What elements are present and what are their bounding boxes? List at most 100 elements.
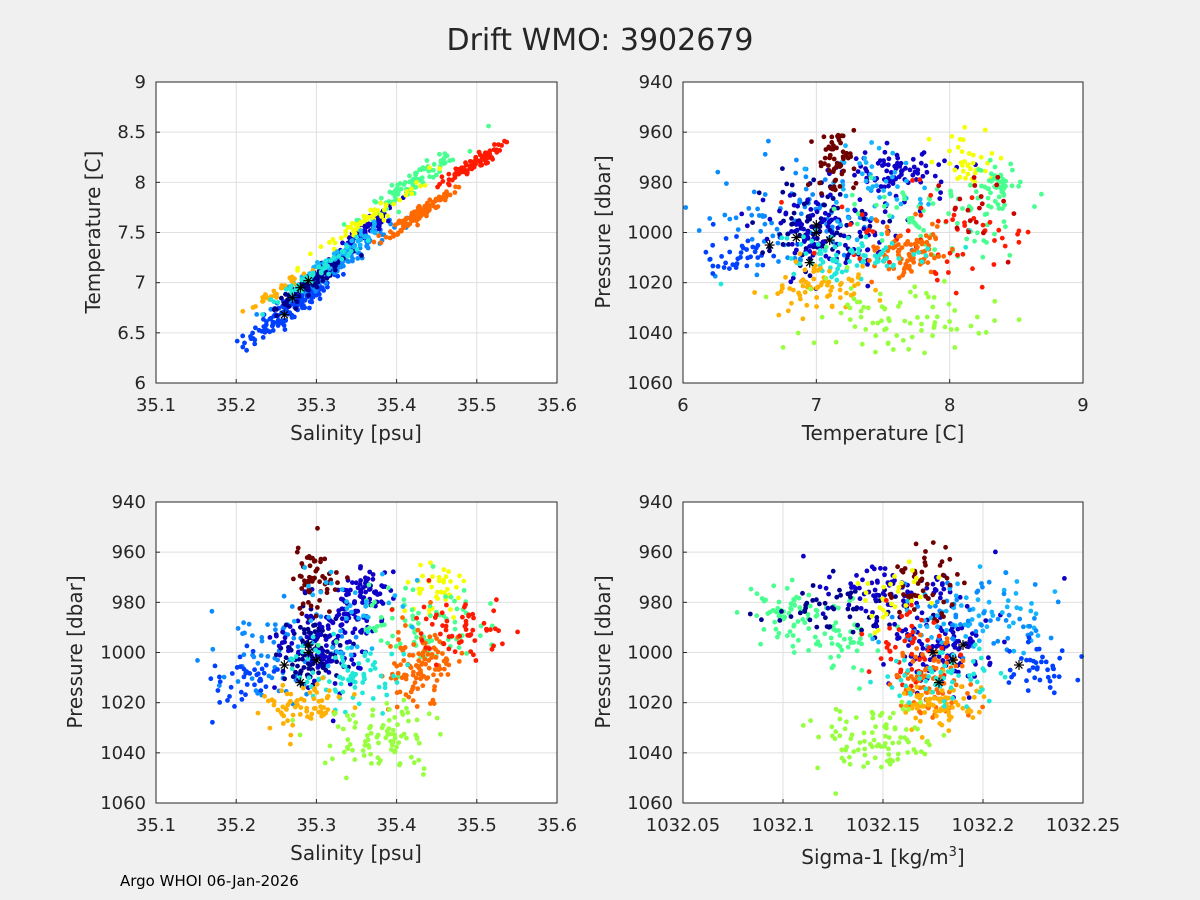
scatter-point [1010,167,1015,173]
scatter-point [805,182,811,188]
scatter-point [887,178,893,184]
scatter-point [797,197,803,203]
scatter-point [217,700,223,705]
scatter-point [839,747,845,753]
scatter-point [437,151,442,157]
scatter-point [900,338,906,343]
scatter-point [919,321,924,327]
scatter-point [904,612,910,617]
scatter-point [387,707,392,712]
scatter-point [828,655,833,660]
scatter-point [307,305,312,311]
scatter-point [428,560,433,566]
scatter-point [947,161,953,167]
scatter-point [783,274,788,280]
scatter-point [244,347,250,353]
scatter-point [880,614,886,620]
scatter-point [357,242,363,248]
scatter-point [915,726,920,732]
scatter-point [854,263,860,268]
scatter-point [889,685,895,690]
scatter-point [453,184,458,190]
scatter-point [791,192,797,198]
scatter-point [777,208,782,214]
scatter-point [910,629,916,635]
scatter-point [930,581,936,587]
scatter-point [397,689,403,695]
scatter-point [771,253,777,259]
scatter-point [286,645,291,650]
scatter-point [966,644,971,650]
scatter-point [446,646,452,652]
scatter-point [953,663,959,669]
scatter-point [460,614,465,620]
scatter-point [869,580,875,586]
scatter-point [909,651,915,657]
scatter-point [337,643,343,648]
scatter-point [914,684,920,690]
scatter-point [756,213,762,218]
scatter-point [944,259,950,265]
scatter-point [845,235,851,241]
scatter-point [403,692,409,698]
scatter-point [352,705,358,711]
scatter-point [930,201,936,207]
scatter-point [912,284,918,290]
scatter-point [364,733,370,738]
scatter-point [918,710,924,716]
scatter-point [855,169,861,175]
scatter-point [806,592,812,598]
scatter-point [301,627,307,632]
scatter-point [863,608,869,614]
scatter-point [441,666,447,672]
y-tick-label: 1060 [100,793,146,814]
scatter-point [843,242,848,248]
scatter-point [1057,655,1063,661]
scatter-point [719,254,724,259]
scatter-point [959,684,964,690]
scatter-point [909,623,915,629]
y-tick-label: 980 [112,592,146,613]
scatter-point [240,344,246,350]
scatter-point [394,663,400,669]
scatter-point [440,179,446,184]
scatter-point [977,709,982,715]
scatter-point [358,228,363,234]
scatter-point [773,626,779,632]
scatter-point [304,613,310,619]
scatter-point [934,687,940,692]
scatter-point [1016,183,1021,189]
scatter-point [763,294,769,300]
x-axis-label: Salinity [psu] [290,421,422,445]
scatter-point [803,186,809,192]
x-tick-label: 1032.25 [1046,815,1120,836]
scatter-point [491,608,497,614]
scatter-point [1047,685,1053,690]
scatter-point [908,216,913,221]
scatter-point [865,262,870,267]
scatter-point [950,636,955,641]
scatter-point [758,641,763,647]
scatter-point [433,655,439,660]
scatter-point [429,584,434,590]
scatter-point [789,577,795,583]
scatter-point [977,564,983,569]
scatter-point [308,684,314,690]
scatter-point [796,637,801,643]
scatter-point [707,256,713,262]
scatter-point [254,312,260,317]
scatter-point [1003,570,1009,575]
scatter-point [383,234,389,240]
scatter-point [920,652,925,657]
scatter-point [947,582,953,588]
scatter-point [327,679,332,684]
scatter-point [924,585,930,591]
scatter-point [370,576,376,582]
scatter-point [273,627,278,633]
x-tick-label: 35.3 [296,815,336,836]
scatter-point [1017,616,1023,622]
scatter-point [986,698,992,704]
scatter-point [363,589,368,595]
scatter-point [841,758,847,764]
scatter-point [368,723,374,729]
